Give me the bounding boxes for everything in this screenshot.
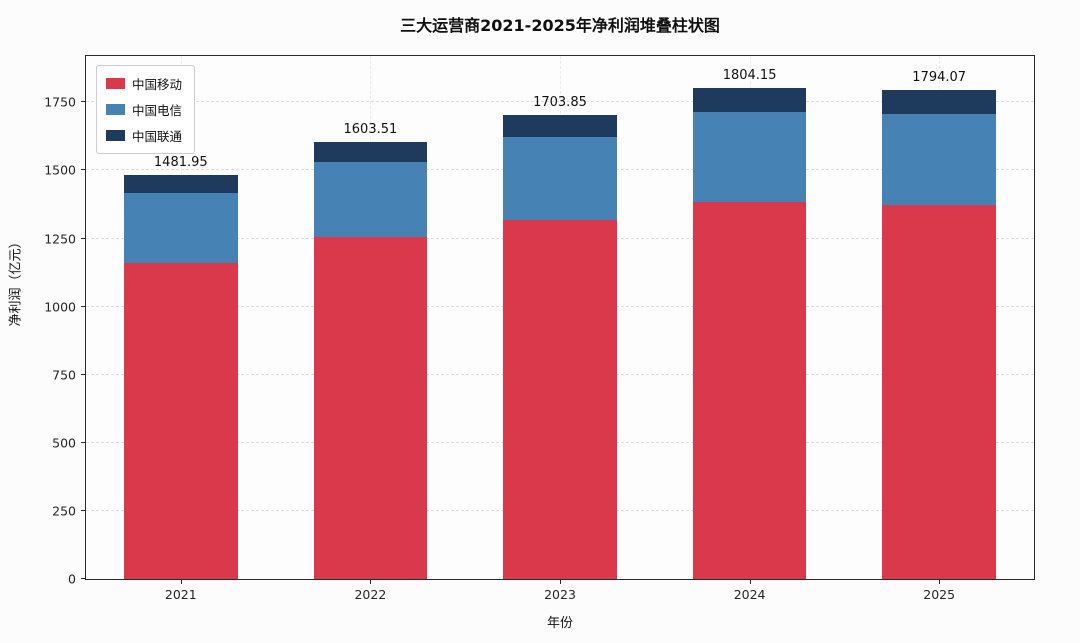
legend-swatch-icon [106, 78, 125, 89]
legend-label: 中国联通 [132, 129, 183, 144]
chart-legend: 中国移动中国电信中国联通 [96, 65, 196, 154]
x-tick-label-2025: 2025 [923, 587, 956, 602]
x-axis-label: 年份 [546, 616, 573, 631]
bar-segment-中国联通-2022 [313, 142, 428, 163]
bar-group-2025: 1794.07 [882, 56, 997, 579]
x-tick-label-2022: 2022 [354, 587, 387, 602]
y-tick-label: 0 [68, 571, 76, 587]
legend-item-中国移动: 中国移动 [106, 74, 182, 93]
plot-area: 中国移动中国电信中国联通 0 250 500 750 1000 1250 1500 1750 1… [44, 55, 1035, 602]
bar-segment-中国移动-2023 [503, 220, 617, 579]
legend-label: 中国电信 [132, 103, 183, 118]
y-tick-mark [81, 101, 86, 103]
y-tick-label: 1750 [44, 94, 76, 110]
bar-segment-中国移动-2021 [123, 263, 238, 579]
y-tick-mark [81, 578, 86, 579]
bar-segment-中国电信-2025 [882, 114, 997, 206]
bar-group-2023: 1703.85 [503, 56, 617, 579]
x-tick-mark [370, 579, 372, 584]
bar-segment-中国联通-2023 [503, 114, 617, 138]
y-tick-label: 750 [52, 367, 76, 383]
bar-group-2021: 1481.95 [123, 56, 238, 579]
x-tick-label-2023: 2023 [544, 587, 576, 602]
y-tick-label: 500 [52, 435, 76, 451]
bar-segment-中国联通-2021 [123, 175, 238, 193]
y-tick-mark [81, 373, 86, 375]
y-tick-label: 1500 [44, 162, 76, 178]
bar-segment-中国电信-2023 [503, 137, 617, 221]
y-tick-label: 1000 [44, 299, 76, 315]
bar-segment-中国联通-2025 [882, 90, 997, 115]
x-tick-mark [939, 579, 941, 584]
bar-segment-中国电信-2022 [313, 162, 428, 238]
bar-segment-中国移动-2022 [313, 237, 428, 579]
y-tick-mark [81, 509, 86, 511]
y-tick-label: 1250 [44, 231, 76, 247]
bar-segment-中国电信-2021 [123, 192, 238, 264]
y-tick-mark [81, 237, 86, 239]
legend-swatch-icon [106, 130, 125, 141]
bar-segment-中国移动-2024 [692, 202, 807, 579]
x-tick-label-2021: 2021 [164, 587, 197, 602]
bar-total-label-2024: 1804.15 [722, 67, 777, 83]
y-tick-mark [81, 441, 86, 443]
chart-title: 三大运营商2021-2025年净利润堆叠柱状图 [400, 16, 720, 35]
y-tick-mark [81, 305, 86, 307]
y-axis-label: 净利润（亿元） [8, 235, 24, 327]
y-tick-mark [81, 169, 86, 171]
bar-segment-中国移动-2025 [882, 205, 997, 579]
bar-segment-中国联通-2024 [692, 87, 807, 113]
y-tick-label: 250 [52, 503, 76, 519]
legend-item-中国电信: 中国电信 [106, 100, 182, 119]
bar-total-label-2025: 1794.07 [912, 70, 967, 86]
bar-group-2024: 1804.15 [692, 56, 807, 579]
bar-total-label-2023: 1703.85 [533, 94, 587, 110]
x-tick-mark [180, 579, 182, 584]
bar-segment-中国电信-2024 [692, 112, 807, 203]
legend-swatch-icon [106, 104, 125, 115]
legend-item-中国联通: 中国联通 [106, 126, 182, 145]
bar-total-label-2022: 1603.51 [343, 122, 398, 138]
x-tick-label-2024: 2024 [733, 587, 766, 602]
x-tick-mark [560, 579, 561, 584]
legend-label: 中国移动 [132, 77, 183, 92]
bar-total-label-2021: 1481.95 [153, 155, 208, 171]
bar-group-2022: 1603.51 [313, 56, 428, 579]
x-tick-mark [749, 579, 751, 584]
